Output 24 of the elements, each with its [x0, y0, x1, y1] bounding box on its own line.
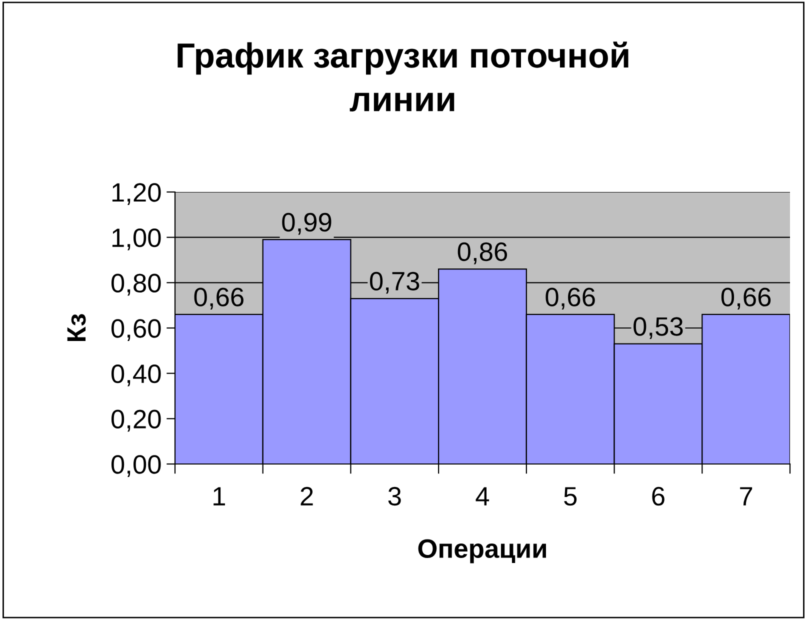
y-tick-label: 0,20 [111, 410, 161, 432]
data-label: 0,53 [634, 317, 683, 339]
x-tick-label: 2 [300, 486, 313, 506]
x-tick-label: 1 [214, 487, 225, 506]
y-tick-label: 1,20 [112, 183, 161, 205]
x-tick-label: 6 [652, 486, 664, 506]
x-tick-label: 5 [564, 487, 577, 506]
x-axis-title: Операции [418, 539, 546, 564]
y-tick-label: 0,00 [111, 455, 161, 477]
y-tick-label: 1,00 [112, 228, 161, 250]
data-label: 0,73 [370, 272, 420, 294]
y-tick-label: 0,80 [111, 274, 161, 296]
y-tick-label: 0,60 [111, 319, 161, 341]
data-label: 0,86 [458, 242, 508, 264]
x-tick-label: 7 [740, 487, 752, 506]
data-label: 0,99 [282, 212, 332, 235]
data-label: 0,66 [194, 288, 244, 310]
x-tick-label: 3 [388, 486, 401, 506]
data-label: 0,66 [546, 288, 595, 310]
x-tick-label: 4 [476, 487, 490, 506]
chart-title: График загрузки поточной линии [178, 42, 628, 112]
data-label: 0,66 [721, 288, 771, 310]
y-tick-label: 0,40 [111, 364, 161, 386]
y-axis-title: Кз [67, 314, 86, 342]
